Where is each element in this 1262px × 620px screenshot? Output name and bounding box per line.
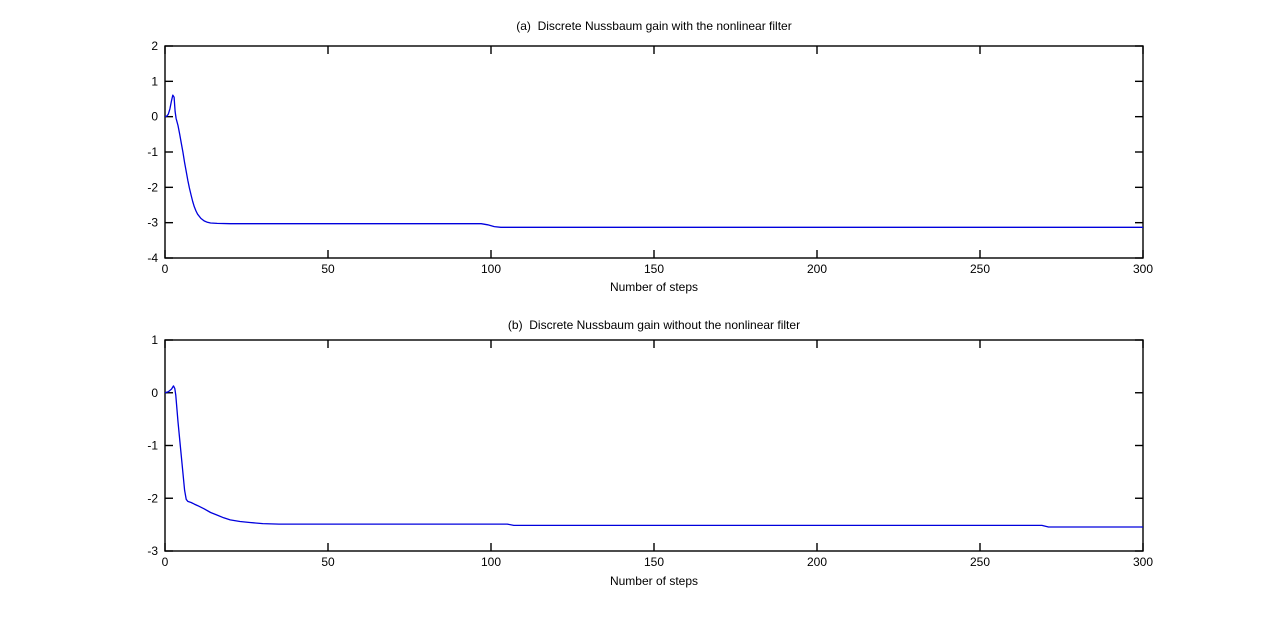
y-tick-label: 0 <box>151 110 158 124</box>
y-tick-label: 1 <box>151 333 158 347</box>
x-tick-label: 250 <box>970 262 990 276</box>
x-tick-label: 0 <box>162 555 169 569</box>
chart-a-title: (a) Discrete Nussbaum gain with the nonl… <box>516 19 792 33</box>
chart-b-xlabel: Number of steps <box>609 574 699 588</box>
y-tick-label: -1 <box>147 439 158 453</box>
series-line <box>164 94 1143 228</box>
plot-box <box>164 45 1144 259</box>
x-tick-label: 300 <box>1133 555 1153 569</box>
y-tick-label: -2 <box>147 180 158 194</box>
x-tick-label: 200 <box>807 262 827 276</box>
x-tick-label: 250 <box>970 555 990 569</box>
y-tick-label: -3 <box>147 216 158 230</box>
y-tick-label: 0 <box>151 386 158 400</box>
y-tick-label: -1 <box>147 145 158 159</box>
x-tick-label: 50 <box>321 262 335 276</box>
y-tick-label: 2 <box>151 39 158 53</box>
chart-b-title: (b) Discrete Nussbaum gain without the n… <box>507 318 801 332</box>
x-tick-label: 150 <box>644 262 664 276</box>
y-tick-label: -3 <box>147 544 158 558</box>
plot-box <box>164 339 1144 552</box>
y-tick-label: -4 <box>147 251 158 265</box>
x-tick-label: 200 <box>807 555 827 569</box>
x-tick-label: 50 <box>321 555 335 569</box>
x-tick-label: 100 <box>481 555 501 569</box>
x-tick-label: 300 <box>1133 262 1153 276</box>
series-line <box>164 385 1143 528</box>
x-tick-label: 150 <box>644 555 664 569</box>
x-tick-label: 100 <box>481 262 501 276</box>
chart-a-xlabel: Number of steps <box>609 280 699 294</box>
y-tick-label: -2 <box>147 491 158 505</box>
y-tick-label: 1 <box>151 74 158 88</box>
x-tick-label: 0 <box>162 262 169 276</box>
